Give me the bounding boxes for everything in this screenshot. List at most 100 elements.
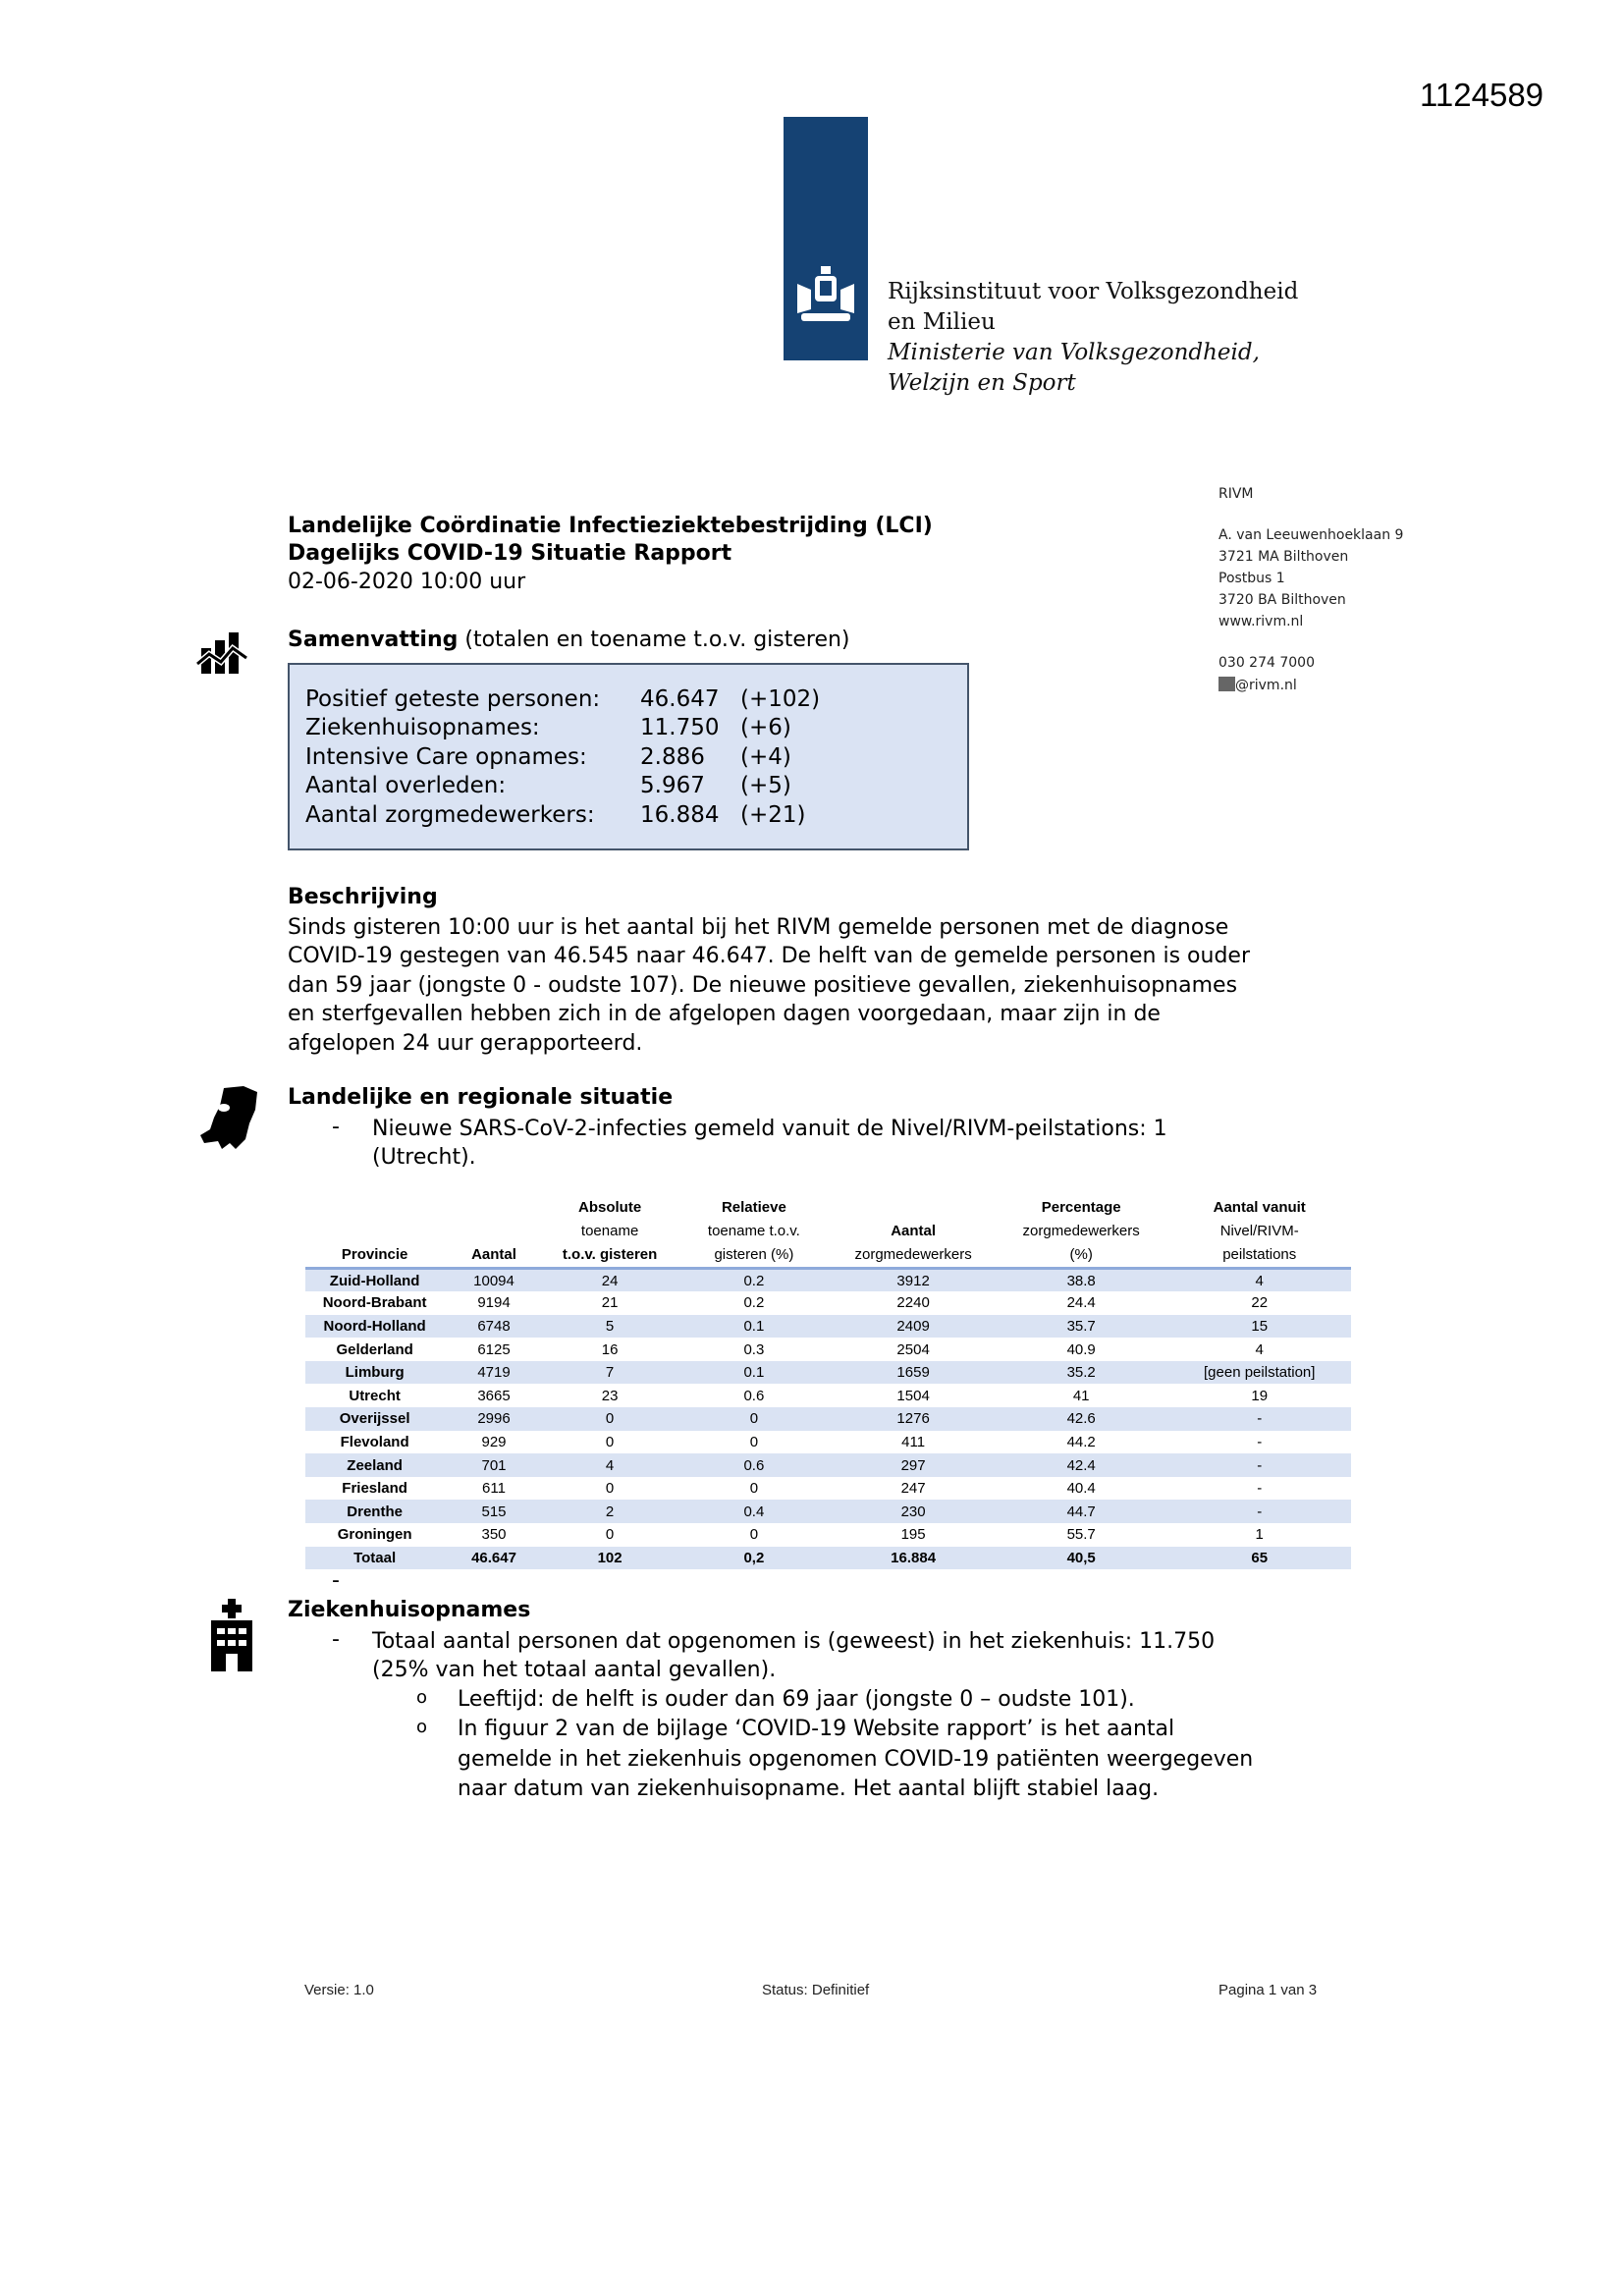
summary-value: 11.750 [640,715,720,740]
column-header: Aantal zorgmedewerkers [832,1196,995,1269]
table-cell: 0.2 [676,1268,833,1292]
address-street: A. van Leeuwenhoeklaan 9 [1218,527,1404,543]
table-row: Utrecht 3665 23 0.6 1504 41 19 [305,1384,1351,1407]
phone: 030 274 7000 [1218,655,1315,671]
province-name: Flevoland [340,1433,409,1450]
table-cell: 3912 [832,1268,995,1292]
header-line: Aantal [471,1246,516,1263]
logo-text-1: Rijksinstituut voor Volksgezondheid [888,279,1299,304]
table-cell: 55.7 [1066,1526,1096,1544]
header-line [832,1196,995,1220]
table-cell: 40.9 [1066,1340,1096,1358]
summary-value: 46.647 [640,686,720,712]
website-link[interactable]: www.rivm.nl [1218,614,1304,629]
table-cell: 0 [605,1480,615,1498]
report-date: 02-06-2020 10:00 uur [288,570,526,594]
summary-value: 2.886 [640,744,705,770]
table-cell: 0,2 [676,1546,833,1570]
header-line: peilstations [1222,1246,1297,1263]
table-cell: 0 [749,1526,759,1544]
logo-text-3: Ministerie van Volksgezondheid, [888,340,1260,365]
table-cell: 0.3 [743,1340,765,1358]
header-line [305,1196,444,1220]
header-line: Provincie [341,1246,408,1263]
table-row: Drenthe 515 2 0.4 230 44.7- [305,1500,1351,1524]
header-line: gisteren (%) [714,1246,794,1263]
table-cell: 0.2 [743,1294,765,1312]
table-row: Groningen 350 0 0 195 55.7 1 [305,1523,1351,1547]
province-name: Limburg [305,1360,445,1385]
hospital-sub1: Leeftijd: de helft is ouder dan 69 jaar … [458,1687,1135,1712]
email-link[interactable]: @rivm.nl [1218,677,1297,693]
description-line: dan 59 jaar (jongste 0 - oudste 107). De… [288,972,1238,998]
header-line [444,1220,544,1243]
description-line: Sinds gisteren 10:00 uur is het aantal b… [288,915,1229,940]
table-row: Noord-Brabant 9194 21 0.2 2240 24.4 22 [305,1291,1351,1315]
table-cell: 5 [543,1314,677,1339]
description-line: en sterfgevallen hebben zich in de afgel… [288,1002,1161,1027]
province-name: Utrecht [349,1387,401,1404]
column-header: Provincie [305,1196,444,1269]
summary-box: Positief geteste personen: 46.647 (+102) Z… [288,663,969,850]
bullet-line: Totaal aantal personen dat opgenomen is … [372,1629,1216,1654]
table-cell: 24.4 [1066,1294,1096,1312]
rijksoverheid-logo [784,117,868,360]
table-row: Zeeland 701 4 0.6 297 42.4- [305,1453,1351,1477]
table-cell: 2240 [896,1294,930,1312]
header-line: (%) [1069,1246,1093,1263]
summary-label: Aantal zorgmedewerkers: [305,802,595,828]
table-cell: 44.2 [1066,1433,1096,1450]
hospital-icon [211,1599,252,1671]
address-postbus: Postbus 1 [1218,571,1285,586]
table-cell: - [1167,1407,1351,1431]
table-row: Flevoland 929 0 0 411 44.2 - [305,1431,1351,1454]
table-cell: 16 [601,1340,619,1358]
summary-heading-note: (totalen en toename t.o.v. gisteren) [458,628,850,652]
table-cell: - [1167,1453,1351,1477]
summary-label: Positief geteste personen: [305,686,601,712]
header-line: t.o.v. gisteren [562,1246,658,1263]
header-line: Percentage [1041,1199,1121,1216]
table-cell: 0 [749,1433,759,1450]
province-name: Overijssel [305,1407,445,1431]
address-org: RIVM [1218,486,1254,502]
header-line: zorgmedewerkers [1022,1223,1140,1239]
table-cell: 15 [1167,1314,1351,1339]
table-cell: 6125 [477,1340,511,1358]
header-line [444,1196,544,1220]
table-cell: 411 [901,1433,926,1450]
table-cell: 247 [900,1480,926,1498]
table-cell: 230 [832,1500,995,1524]
summary-delta: (+4) [740,744,791,770]
column-header: Aantal [444,1196,544,1269]
table-cell: 4 [1255,1340,1264,1358]
table-cell: 350 [481,1526,507,1544]
regional-bullet: Nieuwe SARS-CoV-2-infecties gemeld vanui… [372,1115,1167,1173]
table-cell: 611 [482,1480,506,1498]
report-org-title: Landelijke Coördinatie Infectieziektebes… [288,514,933,538]
description-line: afgelopen 24 uur gerapporteerd. [288,1030,643,1056]
table-cell: 35.7 [994,1314,1168,1339]
column-header: Aantal vanuit Nivel/RIVM-peilstations [1167,1196,1351,1269]
table-row: Limburg 4719 7 0.1 1659 35.2 [geen peilstation… [305,1360,1351,1385]
table-head: Provincie Aantal Absolute toename t.o.v. gi… [305,1196,1351,1269]
summary-value: 16.884 [640,802,720,828]
table-cell: 2 [543,1500,677,1524]
header-line: Nivel/RIVM- [1219,1223,1299,1239]
header-row: Provincie Aantal Absolute toename t.o.v. gi… [305,1196,1351,1269]
table-cell: 35.2 [994,1360,1168,1385]
summary-delta: (+102) [740,686,821,712]
table-cell: 102 [543,1546,677,1570]
table-cell: 3665 [477,1387,511,1404]
description-heading: Beschrijving [288,885,438,909]
table-cell: - [1257,1433,1263,1450]
table-cell: 2409 [832,1314,995,1339]
summary-delta: (+21) [740,802,806,828]
table-cell: 0.1 [676,1314,833,1339]
table-row: Zuid-Holland 10094 24 0.2 3912 38.8 4 [305,1268,1351,1292]
bullet-dash: - [332,1568,340,1593]
province-name: Zeeland [305,1453,445,1477]
table-cell: 0 [543,1407,677,1431]
summary-label: Aantal overleden: [305,773,507,798]
summary-value: 5.967 [640,773,705,798]
